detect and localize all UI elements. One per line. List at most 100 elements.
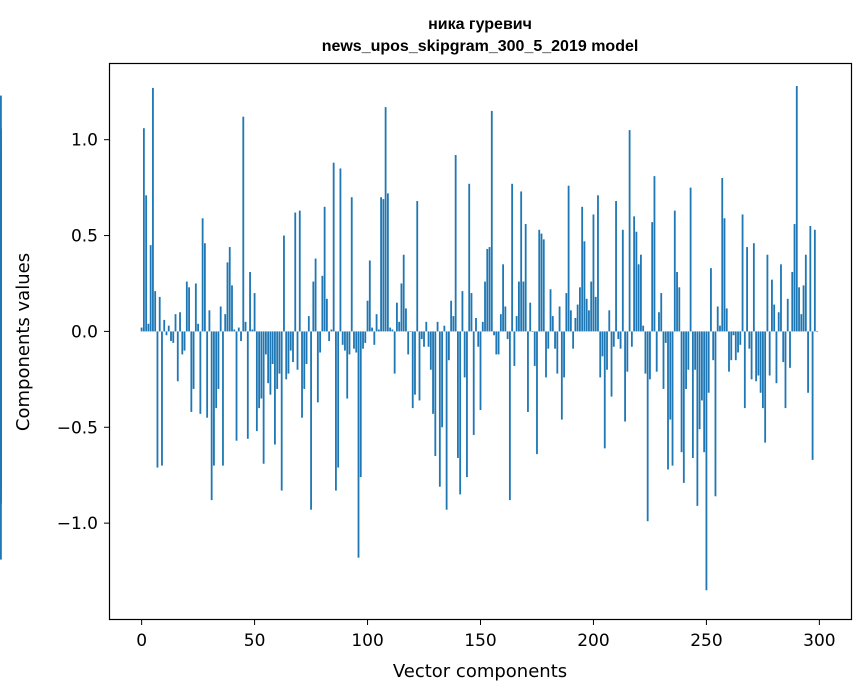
- bar-239: [680, 331, 683, 453]
- bar-237: [676, 271, 678, 332]
- bar-173: [531, 331, 534, 333]
- bar-55: [264, 331, 267, 355]
- chart-title-line2: news_upos_skipgram_300_5_2019 model: [322, 38, 639, 55]
- bar-84: [330, 329, 333, 332]
- bar-163: [508, 331, 511, 501]
- y-axis-ticks: −1.0 −0.5 0.0 0.5 1.0: [57, 131, 110, 534]
- bar-2: [145, 195, 148, 332]
- bar-28: [203, 243, 206, 332]
- x-axis-ticks: 0 50 100 150 200 250 300: [136, 619, 836, 651]
- bar-230: [660, 293, 663, 332]
- bar-212: [619, 331, 622, 349]
- bar-86: [335, 331, 337, 491]
- bar-246: [696, 331, 699, 506]
- bar-81: [323, 206, 326, 332]
- bar-185: [558, 306, 561, 332]
- bar-130: [434, 331, 437, 457]
- bar-222: [642, 325, 645, 332]
- bar-96: [357, 331, 360, 558]
- bar-126: [425, 321, 428, 332]
- bar-139: [454, 155, 457, 332]
- bar-281: [775, 331, 778, 384]
- bar-252: [710, 268, 712, 332]
- x-tick-label: 100: [351, 631, 383, 651]
- bar-undefined: [0, 331, 2, 560]
- bar-188: [565, 293, 568, 332]
- bar-107: [382, 199, 385, 332]
- bar-75: [310, 331, 312, 510]
- bar-88: [339, 168, 342, 332]
- bar-215: [626, 331, 629, 372]
- bar-171: [527, 331, 529, 412]
- bar-155: [490, 110, 493, 332]
- bar-24: [194, 283, 197, 332]
- bar-243: [689, 187, 692, 332]
- bar-261: [730, 331, 733, 361]
- bar-48: [249, 271, 251, 332]
- bar-22: [190, 331, 193, 412]
- bar-146: [470, 293, 473, 332]
- bar-182: [551, 316, 554, 332]
- bar-218: [633, 216, 636, 332]
- bar-181: [549, 289, 552, 332]
- bar-95: [355, 331, 358, 353]
- bar-66: [289, 331, 292, 351]
- bar-220: [637, 264, 640, 332]
- bar-94: [353, 331, 355, 349]
- bar-35: [219, 306, 222, 332]
- bar-18: [181, 331, 184, 355]
- bar-297: [811, 331, 814, 460]
- bar-154: [488, 247, 491, 332]
- bar-271: [752, 243, 755, 332]
- bar-89: [341, 331, 344, 345]
- bar-180: [547, 331, 550, 349]
- bar-6: [154, 291, 157, 332]
- bar-38: [226, 262, 229, 332]
- bar-undefined: [0, 331, 2, 401]
- bar-190: [569, 310, 572, 332]
- bar-240: [682, 331, 685, 483]
- y-tick-label: 1.0: [71, 131, 98, 151]
- bar-241: [685, 331, 687, 389]
- bar-162: [506, 331, 509, 340]
- bar-183: [554, 331, 556, 349]
- bar-296: [809, 225, 812, 332]
- bar-295: [807, 331, 809, 393]
- bar-164: [511, 183, 514, 332]
- bars-group: [0, 86, 819, 591]
- bar-290: [795, 86, 798, 332]
- bar-255: [716, 306, 719, 332]
- bar-123: [418, 331, 421, 401]
- bar-44: [240, 331, 242, 341]
- bar-20: [185, 281, 188, 332]
- bar-298: [813, 229, 816, 332]
- bar-72: [303, 331, 306, 389]
- bar-216: [628, 130, 631, 332]
- bar-150: [479, 331, 482, 411]
- bar-109: [386, 193, 389, 332]
- bar-54: [262, 331, 265, 464]
- bar-293: [802, 285, 805, 332]
- bar-224: [646, 331, 649, 522]
- bar-119: [409, 331, 412, 333]
- bar-253: [712, 331, 715, 361]
- bar-57: [269, 331, 272, 395]
- bar-214: [624, 331, 626, 422]
- bar-27: [201, 218, 204, 332]
- bar-46: [244, 321, 247, 332]
- bar-31: [210, 331, 213, 501]
- bar-33: [215, 331, 218, 409]
- bar-272: [755, 331, 758, 382]
- bar-284: [782, 331, 785, 363]
- bar-120: [411, 331, 414, 409]
- bar-148: [475, 317, 477, 332]
- bar-99: [364, 331, 367, 343]
- bar-32: [213, 331, 215, 466]
- bar-82: [325, 298, 328, 332]
- bar-1: [142, 128, 145, 332]
- bar-157: [495, 331, 498, 355]
- bar-152: [484, 281, 486, 332]
- bar-232: [664, 331, 667, 343]
- bar-127: [427, 331, 430, 347]
